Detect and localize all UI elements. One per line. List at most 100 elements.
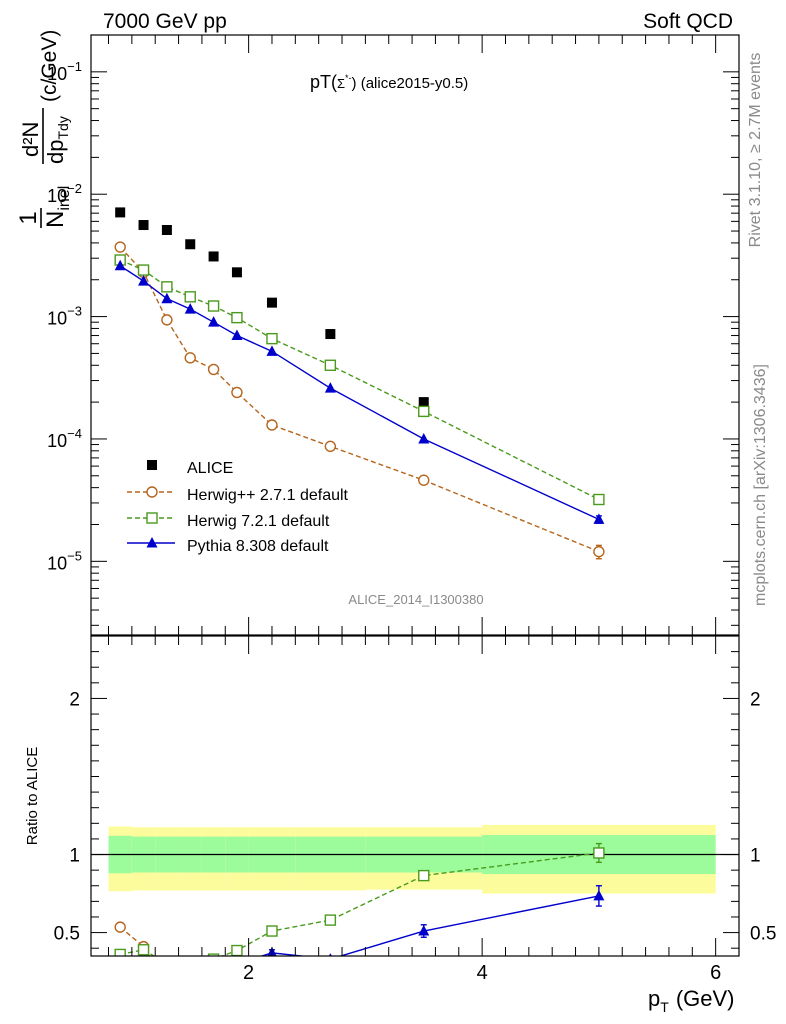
ratio-y-tick-label-right: 1	[750, 846, 761, 867]
legend-marker-herwigpp	[127, 486, 175, 498]
ratio-point-pythia-8-308-default	[328, 953, 332, 956]
ratio-series-herwig-7-2-1-default	[114, 842, 605, 969]
main-point-alice	[161, 224, 172, 235]
main-point-herwig-7-2-1-default	[184, 291, 196, 303]
ratio-y-tick-label: 0.5	[54, 924, 80, 945]
main-series-herwig-2-7-1-default	[114, 241, 605, 560]
legend-label-herwigpp: Herwig++ 2.7.1 default	[187, 487, 349, 504]
main-point-herwig-7-2-1-default	[593, 493, 605, 506]
main-point-herwig-2-7-1-default	[184, 352, 196, 364]
header-left: 7000 GeV pp	[103, 10, 227, 33]
main-point-pythia-8-308-default	[184, 303, 196, 314]
main-point-pythia-8-308-default	[138, 275, 150, 286]
ratio-line-pythia-8-308-default	[259, 895, 600, 956]
main-point-pythia-8-308-default	[418, 432, 430, 444]
main-point-pythia-8-308-default	[208, 316, 220, 327]
legend-entry-alice: ALICE	[147, 460, 233, 477]
main-point-alice	[325, 329, 336, 340]
ratio-point-herwig-7-2-1-default	[137, 944, 150, 956]
main-y-tick-label: 10−3	[47, 304, 82, 329]
main-point-herwig-7-2-1-default	[266, 332, 278, 345]
rivet-label: Rivet 3.1.10, ≥ 2.7M events	[747, 53, 764, 248]
ratio-point-herwig-7-2-1-default	[114, 948, 126, 956]
ratio-point-pythia-8-308-default	[138, 958, 149, 969]
main-point-alice	[115, 207, 126, 218]
main-y-tick-label: 10−5	[47, 548, 82, 573]
main-title: pT(Σ*-) (alice2015-y0.5)	[310, 72, 468, 92]
ratio-uncertainty-bands	[91, 824, 739, 894]
watermark: ALICE_2014_I1300380	[348, 592, 483, 607]
main-y-axis-label: 1 Ninel d²N dpTdy (c/GeV)	[15, 30, 73, 228]
legend-entry-herwig7: Herwig 7.2.1 default	[127, 512, 330, 530]
title-superscript: *-	[345, 73, 352, 83]
main-point-herwig-2-7-1-default	[418, 474, 430, 486]
ylabel-n: Ninel	[42, 186, 73, 228]
main-point-herwig-2-7-1-default	[231, 386, 243, 399]
ratio-point-herwig-2-7-1-default	[162, 977, 172, 987]
legend-marker-symbol	[146, 537, 158, 548]
main-point-herwig-2-7-1-default	[593, 545, 605, 558]
ratio-y-tick-label: 2	[69, 689, 80, 710]
main-axis-ticks: 10−5 10−4 10−3 10−2 10−1	[47, 34, 740, 635]
main-point-herwig-7-2-1-default	[137, 264, 150, 276]
ratio-point-herwig-7-2-1-default	[418, 869, 430, 882]
ratio-point-herwig-7-2-1-default	[593, 847, 605, 859]
ratio-point-herwig-7-2-1-default	[231, 944, 243, 956]
ratio-frame	[90, 635, 740, 957]
ylabel-dpt: dpTdy	[43, 116, 71, 164]
ratio-y-tick-label: 1	[69, 846, 80, 867]
main-line-herwig-2-7-1-default	[119, 246, 600, 553]
ratio-series-layer	[114, 842, 605, 987]
main-point-herwig-7-2-1-default	[324, 359, 337, 371]
main-point-alice	[138, 220, 149, 231]
main-line-pythia-8-308-default	[119, 265, 600, 521]
main-y-tick-label: 10−2	[47, 181, 82, 206]
main-point-pythia-8-308-default	[324, 382, 336, 393]
x-axis-label: pT (GeV)	[648, 986, 735, 1015]
ratio-point-pythia-8-308-default	[115, 958, 126, 969]
ratio-y-tick-label-right: 2	[750, 689, 761, 710]
main-point-pythia-8-308-default	[161, 292, 173, 304]
ratio-point-herwig-7-2-1-default	[324, 914, 337, 926]
ratio-point-herwig-7-2-1-default	[266, 925, 278, 937]
main-point-alice	[418, 397, 429, 408]
ratio-point-pythia-8-308-default	[161, 958, 172, 969]
ratio-point-pythia-8-308-default	[593, 889, 605, 901]
main-point-pythia-8-308-default	[231, 329, 243, 341]
main-point-herwig-2-7-1-default	[266, 419, 278, 431]
legend-marker-symbol	[147, 460, 157, 470]
ratio-point-herwig-7-2-1-default	[207, 953, 220, 956]
legend-marker-pythia	[127, 537, 175, 548]
x-tick-label: 4	[477, 962, 488, 984]
legend-entry-herwigpp: Herwig++ 2.7.1 default	[127, 486, 349, 504]
main-y-tick-label: 10−1	[47, 59, 82, 84]
ylabel-d2n: d²N	[18, 122, 43, 157]
main-point-alice	[231, 267, 242, 278]
ratio-point-pythia-8-308-default	[231, 958, 242, 969]
x-tick-label: 2	[243, 962, 254, 984]
main-point-herwig-7-2-1-default	[231, 311, 243, 324]
ratio-line-herwig-2-7-1-default	[119, 926, 151, 956]
ratio-line-herwig-7-2-1-default	[120, 852, 599, 956]
main-series-layer	[114, 207, 605, 560]
main-point-herwig-7-2-1-default	[418, 405, 430, 418]
main-point-herwig-2-7-1-default	[114, 241, 126, 253]
main-point-herwig-2-7-1-default	[207, 363, 220, 376]
ratio-point-herwig-7-2-1-default	[185, 959, 195, 969]
legend-marker-symbol	[146, 512, 158, 524]
main-point-herwig-7-2-1-default	[161, 281, 173, 293]
main-point-herwig-7-2-1-default	[207, 300, 220, 312]
main-point-alice	[266, 297, 277, 308]
legend-label-herwig7: Herwig 7.2.1 default	[187, 513, 330, 530]
main-point-pythia-8-308-default	[266, 345, 278, 356]
legend-label-alice: ALICE	[187, 460, 233, 477]
main-point-pythia-8-308-default	[114, 259, 126, 271]
main-series-pythia-8-308-default	[114, 259, 605, 524]
legend-marker-symbol	[146, 486, 158, 498]
ratio-point-pythia-8-308-default	[418, 925, 430, 936]
ratio-axis-ticks: 0.5 0.5 1 1 2 2 2 4 6	[54, 635, 776, 984]
legend-marker-herwig7	[127, 512, 175, 524]
title-prefix: pT(	[310, 72, 337, 92]
ratio-point-herwig-2-7-1-default	[114, 921, 126, 933]
